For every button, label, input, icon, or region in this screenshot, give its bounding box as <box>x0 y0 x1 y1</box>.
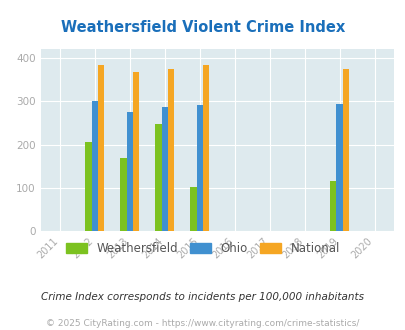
Bar <box>336 104 342 231</box>
Bar <box>190 187 196 231</box>
Text: Crime Index corresponds to incidents per 100,000 inhabitants: Crime Index corresponds to incidents per… <box>41 292 364 302</box>
Legend: Weathersfield, Ohio, National: Weathersfield, Ohio, National <box>61 237 344 260</box>
Bar <box>85 143 92 231</box>
Text: Weathersfield Violent Crime Index: Weathersfield Violent Crime Index <box>61 20 344 35</box>
Bar <box>342 69 348 231</box>
Bar <box>161 107 168 231</box>
Bar <box>196 105 202 231</box>
Bar <box>132 72 139 231</box>
Bar <box>202 65 209 231</box>
Bar <box>155 124 161 231</box>
Bar <box>126 112 132 231</box>
Bar <box>329 181 336 231</box>
Bar <box>92 101 98 231</box>
Bar <box>120 157 126 231</box>
Bar <box>98 65 104 231</box>
Bar <box>168 69 174 231</box>
Text: © 2025 CityRating.com - https://www.cityrating.com/crime-statistics/: © 2025 CityRating.com - https://www.city… <box>46 319 359 328</box>
